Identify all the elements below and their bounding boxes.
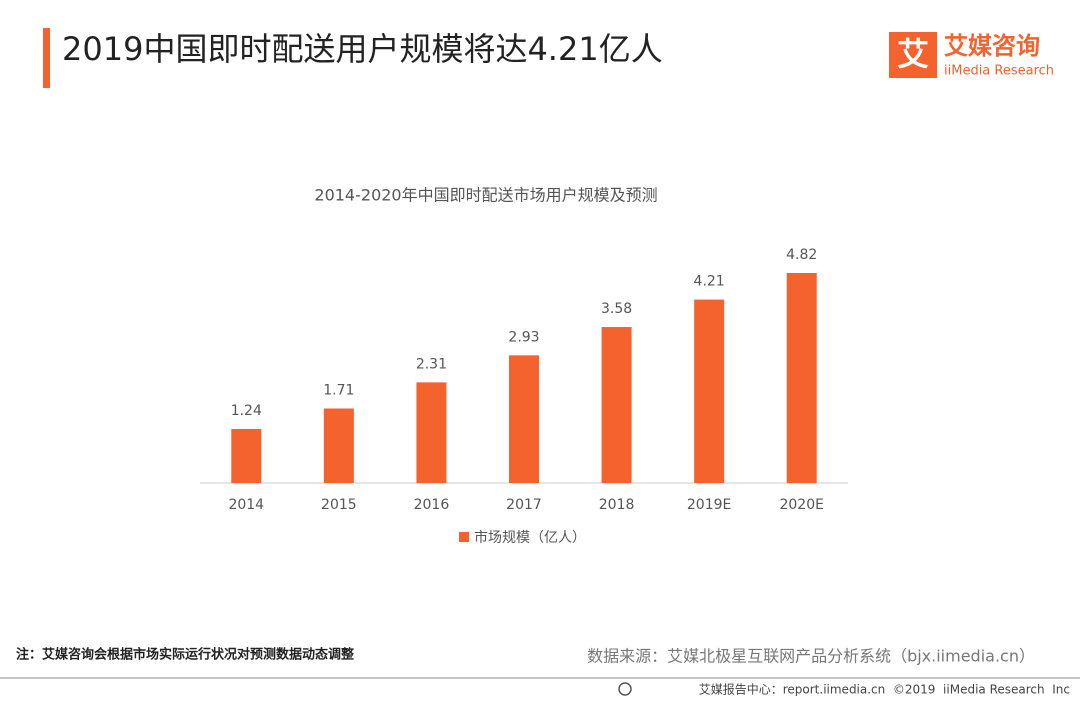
value-label: 1.71 <box>323 382 354 398</box>
title-accent <box>43 28 50 88</box>
logo-mark: 艾 <box>897 35 929 73</box>
bar <box>509 355 539 483</box>
bar <box>231 428 262 483</box>
value-label: 4.82 <box>786 247 817 263</box>
legend-label: 市场规模（亿人） <box>474 529 586 546</box>
source: 数据来源：艾媒北极星互联网产品分析系统（bjx.iimedia.cn） <box>587 647 1035 666</box>
x-tick-label: 2017 <box>506 497 542 513</box>
x-tick-label: 2020E <box>779 497 823 513</box>
bar <box>416 382 447 483</box>
bar <box>694 299 725 483</box>
value-label: 3.58 <box>601 301 632 317</box>
value-label: 4.21 <box>694 274 725 290</box>
x-tick-label: 2018 <box>599 497 635 513</box>
logo-box <box>889 32 937 78</box>
logo-sub: iiMedia Research <box>944 64 1054 79</box>
value-label: 1.24 <box>231 403 262 419</box>
footer: 艾媒报告中心：report.iimedia.cn ©2019 iiMedia R… <box>699 682 1070 697</box>
page-title: 2019中国即时配送用户规模将达4.21亿人 <box>62 30 663 68</box>
x-tick-label: 2019E <box>687 497 731 513</box>
x-tick-label: 2016 <box>414 497 450 513</box>
legend-swatch <box>459 532 469 542</box>
bar <box>601 327 632 483</box>
x-tick-label: 2014 <box>228 497 264 513</box>
x-tick-label: 2015 <box>321 497 357 513</box>
value-label: 2.31 <box>416 356 447 372</box>
bar <box>786 273 817 483</box>
footer-icon <box>618 682 632 696</box>
chart-title: 2014-2020年中国即时配送市场用户规模及预测 <box>314 186 657 205</box>
note: 注：艾媒咨询会根据市场实际运行状况对预测数据动态调整 <box>16 647 355 663</box>
value-label: 2.93 <box>508 329 539 345</box>
logo-name: 艾媒咨询 <box>944 32 1040 60</box>
bar <box>323 408 354 483</box>
